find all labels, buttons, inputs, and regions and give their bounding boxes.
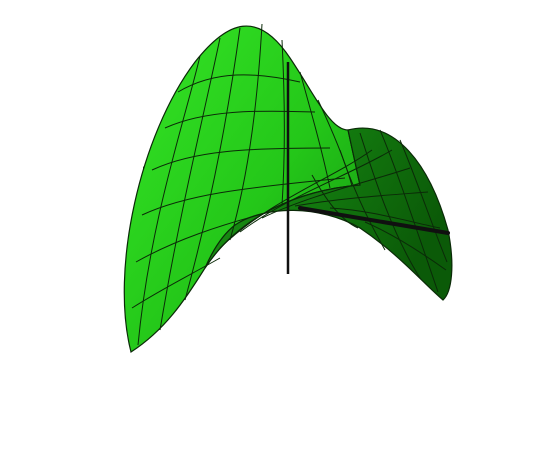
- mesh-line-back-cross-5: [131, 257, 221, 309]
- mesh-line-front-cross-2: [399, 139, 448, 263]
- mesh-line-front-cross-3: [339, 149, 386, 251]
- mesh-line-front-5: [364, 221, 447, 271]
- mesh-line-front-2: [261, 167, 411, 219]
- mesh-line-back-cross-0: [177, 74, 301, 93]
- mesh-line-back-5: [299, 71, 331, 189]
- mesh-line-back-3: [229, 23, 263, 241]
- mesh-line-back-2: [184, 27, 241, 301]
- mesh-line-back-cross-1: [164, 110, 316, 129]
- x-axis-front: [298, 206, 450, 235]
- mesh-line-front-0: [219, 149, 373, 249]
- mesh-line-back-4: [281, 39, 285, 206]
- mesh-line-back-cross-2: [151, 147, 331, 171]
- mesh-line-back-1: [159, 37, 221, 331]
- mesh-line-front-cross-0: [359, 132, 421, 279]
- mesh-line-front-cross-4: [311, 174, 359, 229]
- mesh-line-front-cross-1: [379, 129, 439, 293]
- mesh-line-back-cross-3: [141, 177, 346, 216]
- mesh-line-front-3: [294, 191, 429, 207]
- surface-mesh-lines: [131, 23, 448, 346]
- mesh-line-back-0: [137, 55, 201, 346]
- mesh-line-back-cross-4: [135, 211, 271, 263]
